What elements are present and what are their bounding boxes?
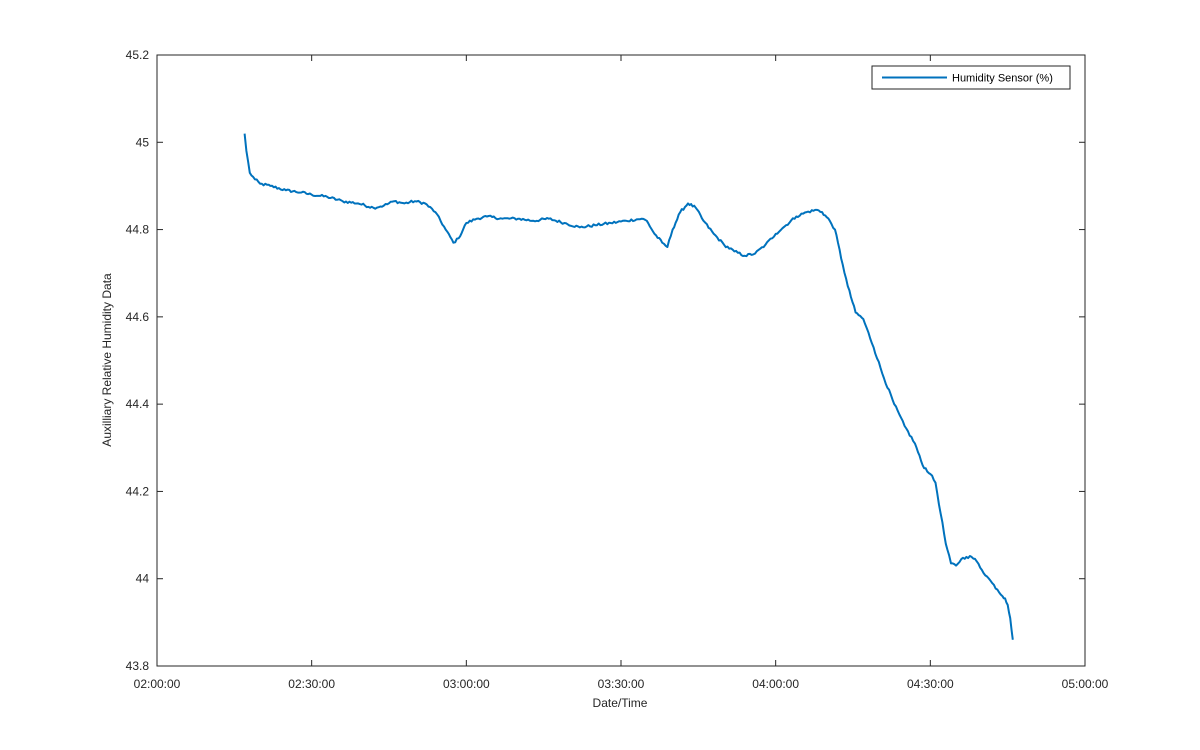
- legend: Humidity Sensor (%): [871, 65, 1071, 90]
- axes: 02:00:00 02:30:00 03:00:00 03:30:00 04:00:00…: [126, 48, 1109, 691]
- y-tick-label: 44: [136, 572, 150, 586]
- y-tick-label: 45: [136, 135, 150, 149]
- legend-box: [871, 65, 1071, 90]
- y-tick-label: 45.2: [126, 48, 150, 62]
- y-tick-label: 44.2: [126, 484, 150, 498]
- y-tick-label: 44.8: [126, 223, 150, 237]
- x-tick-label: 05:00:00: [1062, 677, 1109, 691]
- x-tick-label: 02:30:00: [288, 677, 335, 691]
- series-line: [243, 133, 1014, 640]
- x-tick-label: 03:00:00: [443, 677, 490, 691]
- x-tick-label: 02:00:00: [134, 677, 181, 691]
- x-axis-label: Date/Time: [593, 696, 648, 710]
- plot-area: [243, 133, 1014, 640]
- y-tick-label: 44.6: [126, 310, 150, 324]
- y-tick-label: 44.4: [126, 397, 150, 411]
- x-tick-label: 04:30:00: [907, 677, 954, 691]
- x-tick-label: 04:00:00: [752, 677, 799, 691]
- legend-label: Humidity Sensor (%): [952, 73, 1053, 85]
- y-axis-label: Auxilliary Relative Humidity Data: [100, 273, 114, 447]
- y-tick-label: 43.8: [126, 659, 150, 673]
- x-tick-label: 03:30:00: [598, 677, 645, 691]
